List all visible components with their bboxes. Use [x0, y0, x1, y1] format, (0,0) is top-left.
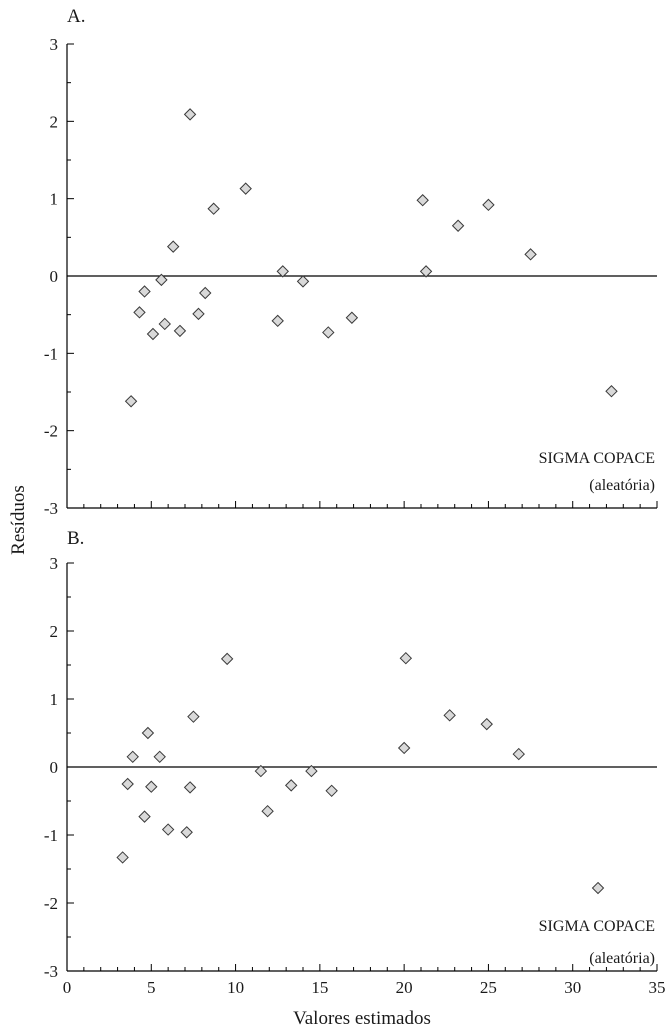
- y-tick-label: -3: [44, 499, 58, 518]
- data-point: [153, 750, 166, 764]
- data-point: [173, 324, 187, 338]
- data-point: [183, 781, 197, 794]
- y-tick-label: 1: [50, 690, 59, 709]
- panel-label: A.: [67, 6, 85, 27]
- data-point: [419, 265, 433, 278]
- data-point: [138, 810, 151, 823]
- data-point: [296, 275, 310, 288]
- data-point: [116, 851, 129, 864]
- x-tick-label: 5: [147, 978, 156, 997]
- x-tick-label: 25: [480, 978, 497, 997]
- data-point: [161, 823, 175, 836]
- data-point: [124, 395, 138, 408]
- x-axis-title: Valores estimados: [293, 1008, 431, 1029]
- data-point: [397, 741, 411, 755]
- annotation-model-name: SIGMA COPACE: [539, 450, 655, 467]
- x-tick-label: 10: [227, 978, 244, 997]
- y-axis-title: Resíduos: [8, 485, 29, 555]
- data-point: [416, 194, 429, 207]
- data-point: [524, 248, 537, 261]
- data-point: [141, 726, 155, 740]
- data-point: [239, 182, 252, 195]
- data-point: [138, 285, 151, 298]
- y-tick-label: -2: [44, 894, 58, 913]
- x-tick-label: 20: [396, 978, 413, 997]
- data-point: [512, 747, 525, 761]
- data-point: [271, 314, 284, 328]
- data-point: [591, 881, 605, 895]
- annotation-model-type: (aleatória): [589, 477, 655, 494]
- data-point: [207, 202, 220, 215]
- y-tick-label: 2: [50, 622, 59, 641]
- data-point: [482, 198, 495, 212]
- data-point: [146, 327, 160, 341]
- panel-a: A. 3 2 1 0 -1 -2 -3 SIGMA COPACE (aleatória): [44, 6, 658, 518]
- y-tick-label: -1: [44, 344, 58, 363]
- data-point: [345, 311, 359, 324]
- data-point: [121, 777, 134, 791]
- panel-label: B.: [67, 528, 84, 549]
- data-point: [605, 385, 618, 398]
- data-point: [166, 240, 180, 253]
- y-tick-label: 2: [50, 112, 59, 131]
- data-point: [480, 717, 493, 731]
- data-point: [183, 108, 197, 121]
- y-tick-label: 3: [50, 35, 59, 54]
- x-tick-label: 0: [63, 978, 72, 997]
- y-tick-label: -3: [44, 962, 58, 981]
- data-point: [261, 804, 274, 818]
- data-point: [133, 306, 146, 319]
- data-point: [305, 764, 318, 778]
- data-point: [254, 764, 268, 778]
- y-tick-label: -1: [44, 826, 58, 845]
- data-point: [443, 709, 456, 722]
- annotation-model-type: (aleatória): [589, 950, 655, 967]
- data-point: [276, 265, 289, 278]
- y-tick-label: 3: [50, 554, 59, 573]
- data-point: [187, 710, 200, 723]
- data-point: [451, 219, 465, 232]
- x-tick-label: 30: [564, 978, 581, 997]
- data-point: [126, 750, 139, 764]
- annotation-model-name: SIGMA COPACE: [539, 918, 655, 935]
- data-point: [199, 286, 212, 300]
- data-point: [155, 273, 168, 287]
- y-tick-label: 0: [50, 758, 59, 777]
- data-point: [325, 784, 338, 798]
- x-tick-label: 35: [649, 978, 666, 997]
- data-point: [145, 780, 158, 793]
- x-tick-label: 15: [311, 978, 328, 997]
- y-tick-label: 0: [50, 267, 59, 286]
- y-tick-label: -2: [44, 422, 58, 441]
- data-point: [284, 779, 298, 792]
- data-point: [322, 326, 335, 339]
- data-point: [399, 651, 413, 665]
- data-point: [192, 307, 205, 321]
- y-tick-label: 1: [50, 190, 59, 209]
- data-point: [158, 317, 171, 331]
- data-point: [180, 826, 193, 839]
- data-point: [220, 652, 234, 666]
